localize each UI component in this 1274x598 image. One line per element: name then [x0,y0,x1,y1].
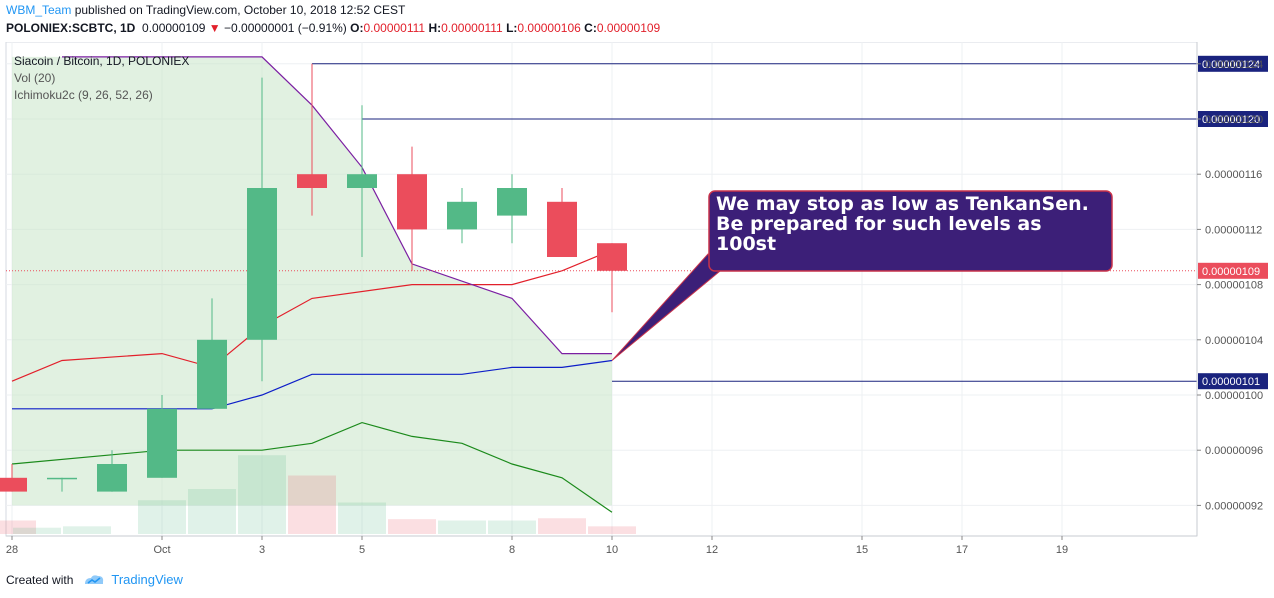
candle-body [447,201,477,230]
volume-bar [388,519,436,534]
axes: 0.00000092 0.00000096 0.00000100 0.00000104… [6,42,1263,556]
candle-body [547,201,577,257]
chart-legend: Siacoin / Bitcoin, 1D, POLONIEX Vol (20)… [14,54,189,102]
candle-body [247,188,277,340]
x-tick-label: 3 [259,544,265,556]
ticker: POLONIEX:SCBTC, 1D [6,21,136,35]
volume-bar [288,475,336,534]
y-tick-label: 0.00000112 [1205,224,1262,236]
y-tick-label: 0.00000092 [1205,500,1263,512]
candle-body [47,477,77,480]
ohlc-bar: POLONIEX:SCBTC, 1D 0.00000109 ▼ −0.00000… [6,21,660,35]
annotation-text: We may stop as low as TenkanSen. Be prep… [716,194,1089,255]
volume-bar [538,518,586,534]
y-tick-label: 0.00000096 [1205,445,1263,457]
last-price-label-bg [1198,262,1268,279]
c-label: C: [584,21,597,35]
x-tick-label: 12 [706,544,718,556]
legend-vol: Vol (20) [14,71,55,85]
o-label: O: [350,21,364,35]
annotation-text-wrap: We may stop as low as TenkanSen. Be prep… [716,194,1089,255]
down-arrow-icon: ▼ [208,21,221,35]
y-tick-label: 0.00000116 [1205,169,1262,181]
y-tick-label: 0.00000108 [1205,280,1263,292]
x-tick-label: 8 [509,544,515,556]
author-link[interactable]: WBM_Team [6,3,72,17]
l-label: L: [506,21,518,35]
o-value: 0.00000111 [363,21,426,35]
candle-body [0,477,27,492]
candle-body [147,408,177,478]
x-tick-label: Oct [153,544,170,556]
volume-bar [0,520,36,534]
line-tenkan [11,249,613,382]
x-tick-label: 10 [606,544,618,556]
candle-body [397,174,427,230]
created-with: Created with [6,572,74,587]
x-tick-label: 19 [1056,544,1068,556]
tradingview-logo-icon [85,574,104,584]
volume-bar [588,526,636,534]
annotation-pointer [611,253,721,361]
x-tick-label: 28 [6,544,18,556]
footer: Created with TradingView [6,572,183,587]
hline-label-bg [1198,373,1268,390]
candle-body [197,339,227,409]
price-chart[interactable]: 0.00000124 0.00000120 0.00000101 0.00000109… [0,42,1274,566]
published-text: published on TradingView.com, October 10… [74,3,406,17]
publish-info: WBM_Team published on TradingView.com, O… [6,3,405,17]
horizontal-lines: 0.00000124 0.00000120 0.00000101 0.00000109 [6,55,1268,390]
hline-label: 0.00000120 [1202,114,1260,126]
candle-body [347,174,377,188]
y-tick-label: 0.00000104 [1205,335,1263,347]
volume-bar [138,500,186,534]
volume-bar [188,489,236,534]
y-tick-label: 0.00000100 [1205,390,1263,402]
tradingview-link[interactable]: TradingView [111,572,183,587]
line-chikou [62,56,612,355]
candles [0,63,627,492]
legend-symbol: Siacoin / Bitcoin, 1D, POLONIEX [14,54,189,68]
c-value: 0.00000109 [596,21,661,35]
hline-label-bg [1198,111,1268,127]
annotation-callout: We may stop as low as TenkanSen. Be prep… [611,190,1113,361]
volume-bars [0,455,636,534]
change: −0.00000001 (−0.91%) [224,21,347,35]
hline-label: 0.00000101 [1202,376,1260,388]
candle-body [297,174,327,188]
cloud-area [12,56,612,506]
volume-bar [488,520,536,534]
x-tick-label: 17 [956,544,968,556]
hline-label: 0.00000124 [1202,59,1260,71]
volume-bar [438,520,486,534]
h-value: 0.00000111 [441,21,503,35]
volume-bar [63,526,111,534]
ichimoku-cloud [12,56,612,506]
volume-bar [13,527,61,534]
l-value: 0.00000106 [517,21,581,35]
y-tick-label: 0.00000124 [1205,59,1263,71]
legend-ichimoku: Ichimoku2c (9, 26, 52, 26) [14,88,153,102]
volume-bar [338,502,386,534]
candle-body [497,188,527,216]
x-tick-label: 5 [359,544,365,556]
candle-body [97,464,127,492]
x-tick-label: 15 [856,544,868,556]
last-price: 0.00000109 [142,21,206,35]
candle-body [597,243,627,271]
volume-bar [238,455,286,534]
h-label: H: [428,21,442,35]
annotation-box [708,190,1113,272]
hline-label-bg [1198,55,1268,72]
last-price-label: 0.00000109 [1202,266,1260,278]
line-spanB [11,421,613,513]
y-tick-label: 0.00000120 [1205,114,1263,126]
